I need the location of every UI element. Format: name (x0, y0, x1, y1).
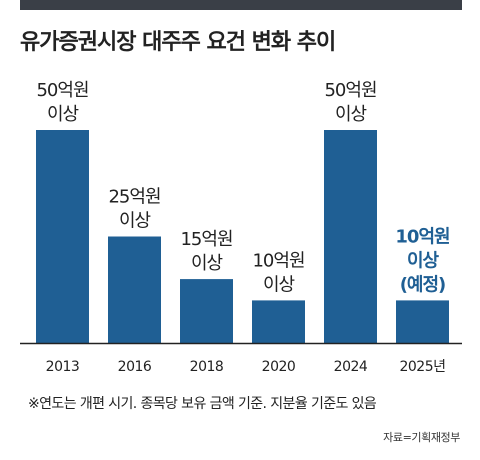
bar-group (36, 130, 449, 343)
footnote: ※연도는 개편 시기. 종목당 보유 금액 기준. 지분율 기준도 있음 (28, 396, 377, 412)
bar-3 (252, 300, 305, 343)
x-tick-label-4: 2024 (334, 359, 368, 375)
value-label-5-0: 10억원 (395, 226, 449, 247)
bar-5 (396, 300, 449, 343)
x-tick-label-0: 2013 (46, 359, 80, 375)
chart-title: 유가증권시장 대주주 요건 변화 추이 (20, 30, 336, 55)
value-label-2-0: 15억원 (180, 229, 232, 250)
top-rule (20, 0, 462, 10)
value-label-0-0: 50억원 (36, 80, 88, 101)
source-credit: 자료=기획재정부 (383, 431, 460, 444)
x-tick-label-2: 2018 (190, 359, 224, 375)
value-label-2-1: 이상 (191, 253, 223, 274)
value-label-0-1: 이상 (47, 104, 79, 125)
value-label-5-1: 이상 (407, 250, 440, 271)
value-label-5-2: (예정) (400, 274, 446, 295)
x-tick-label-3: 2020 (262, 359, 296, 375)
x-tick-label-1: 2016 (118, 359, 152, 375)
value-label-3-1: 이상 (263, 274, 295, 295)
value-label-4-1: 이상 (335, 104, 367, 125)
x-tick-label-5: 2025년 (399, 359, 445, 375)
value-label-1-1: 이상 (119, 211, 151, 232)
x-tick-labels: 2013 2016 2018 2020 2024 2025년 (46, 359, 446, 375)
value-label-1-0: 25억원 (108, 187, 160, 208)
bar-4 (324, 130, 377, 343)
bar-1 (108, 236, 161, 343)
value-label-3-0: 10억원 (252, 250, 304, 271)
value-label-4-0: 50억원 (324, 80, 376, 101)
bar-2 (180, 279, 233, 343)
bar-0 (36, 130, 89, 343)
